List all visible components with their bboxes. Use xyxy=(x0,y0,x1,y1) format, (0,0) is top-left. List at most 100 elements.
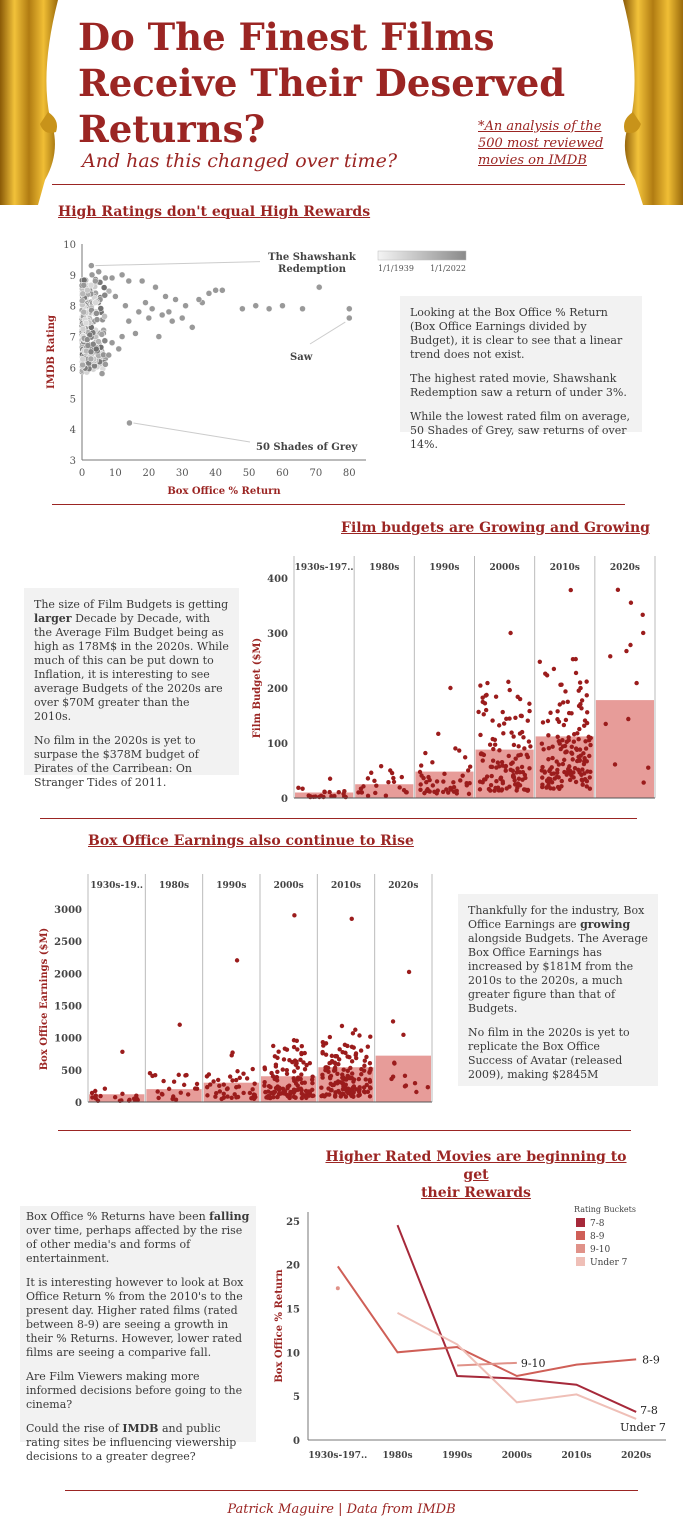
film-point xyxy=(271,1043,276,1049)
scatter-point xyxy=(92,345,100,353)
panel-y-tick: 1000 xyxy=(54,1034,82,1045)
film-point-max xyxy=(327,776,333,781)
film-point xyxy=(519,713,524,719)
scatter-point xyxy=(125,277,133,285)
film-point xyxy=(311,1093,316,1098)
film-point xyxy=(501,731,506,736)
film-point xyxy=(159,1091,165,1097)
film-point xyxy=(351,1094,356,1099)
film-point xyxy=(612,762,618,767)
scatter-point xyxy=(92,277,99,285)
film-point xyxy=(504,716,509,722)
panel-y-tick: 0 xyxy=(281,794,288,805)
film-point xyxy=(479,751,484,756)
film-point xyxy=(500,763,505,768)
film-point xyxy=(296,785,301,790)
film-point xyxy=(481,712,486,717)
film-point xyxy=(369,770,374,775)
film-point xyxy=(341,791,346,796)
scatter-point xyxy=(252,302,259,309)
film-point xyxy=(508,767,513,772)
film-point xyxy=(89,1090,95,1096)
scatter-y-tick: 3 xyxy=(70,456,76,467)
series-line-9-10 xyxy=(457,1361,517,1367)
series-line-7-8 xyxy=(396,1224,637,1413)
film-point xyxy=(335,1071,340,1077)
film-point xyxy=(580,778,585,783)
film-point xyxy=(507,687,512,693)
film-point xyxy=(214,1090,219,1096)
film-point xyxy=(574,747,580,753)
scatter-point xyxy=(152,283,159,291)
film-point xyxy=(336,1061,341,1067)
panel-y-tick: 200 xyxy=(267,684,288,695)
film-point-max xyxy=(349,916,354,922)
film-point xyxy=(324,1065,329,1070)
film-point xyxy=(476,709,481,715)
film-point xyxy=(288,1089,293,1095)
film-point xyxy=(506,679,511,685)
film-point xyxy=(227,1074,233,1079)
film-point xyxy=(495,760,501,765)
film-point xyxy=(467,764,473,769)
film-point xyxy=(580,782,585,787)
scatter-point xyxy=(100,284,108,291)
series-line-Under 7 xyxy=(397,1311,637,1420)
scatter-point xyxy=(98,331,106,338)
film-point xyxy=(584,679,589,684)
returns-text-p1b: over time, perhaps affected by the rise … xyxy=(26,1224,243,1265)
scatter-x-tick: 70 xyxy=(310,468,323,479)
film-point xyxy=(347,1054,352,1060)
film-point xyxy=(340,1091,345,1097)
film-point xyxy=(445,790,451,795)
divider xyxy=(58,1130,631,1131)
film-point-max xyxy=(177,1022,182,1027)
film-point xyxy=(430,760,435,765)
film-point xyxy=(414,1089,419,1095)
film-point xyxy=(237,1075,242,1081)
panel-y-tick: 500 xyxy=(61,1066,82,1077)
film-point xyxy=(584,779,590,784)
film-point xyxy=(441,779,446,784)
film-point xyxy=(156,1095,161,1101)
film-point xyxy=(336,1057,342,1062)
scatter-point xyxy=(82,319,90,327)
film-point xyxy=(268,1084,273,1090)
film-point xyxy=(320,1039,326,1045)
film-point xyxy=(483,707,489,713)
panel-y-tick: 2000 xyxy=(54,969,82,980)
film-point xyxy=(263,1089,268,1095)
scatter-text-p2: The highest rated movie, Shawshank Redem… xyxy=(410,372,627,399)
film-point xyxy=(560,761,566,767)
film-point xyxy=(229,1095,234,1100)
earnings-text-p1b: alongside Budgets. The Average Box Offic… xyxy=(468,932,648,1015)
film-point xyxy=(499,759,505,765)
film-point xyxy=(573,779,579,785)
series-end-label: 8-9 xyxy=(642,1353,660,1366)
line-x-tick: 2010s xyxy=(561,1451,591,1461)
scatter-point xyxy=(205,290,213,297)
film-point xyxy=(567,764,572,769)
film-point xyxy=(319,1085,324,1090)
panel-header: 2010s xyxy=(550,563,580,573)
film-point xyxy=(353,1055,359,1061)
film-point xyxy=(241,1071,246,1076)
scatter-y-label: IMDB Rating xyxy=(46,315,57,389)
divider xyxy=(52,504,625,505)
film-point xyxy=(302,1067,308,1072)
scatter-point xyxy=(142,299,149,306)
scatter-point xyxy=(212,287,219,294)
film-point xyxy=(194,1081,200,1087)
film-point xyxy=(307,1060,313,1066)
film-point xyxy=(391,779,397,785)
scatter-point xyxy=(105,351,112,359)
film-point xyxy=(500,779,505,784)
scatter-point xyxy=(158,311,166,319)
film-point xyxy=(194,1086,200,1091)
film-point xyxy=(492,788,497,793)
film-point xyxy=(460,773,465,778)
film-point xyxy=(322,789,327,795)
film-point xyxy=(570,757,575,762)
film-point xyxy=(573,670,579,676)
film-point xyxy=(521,735,526,740)
